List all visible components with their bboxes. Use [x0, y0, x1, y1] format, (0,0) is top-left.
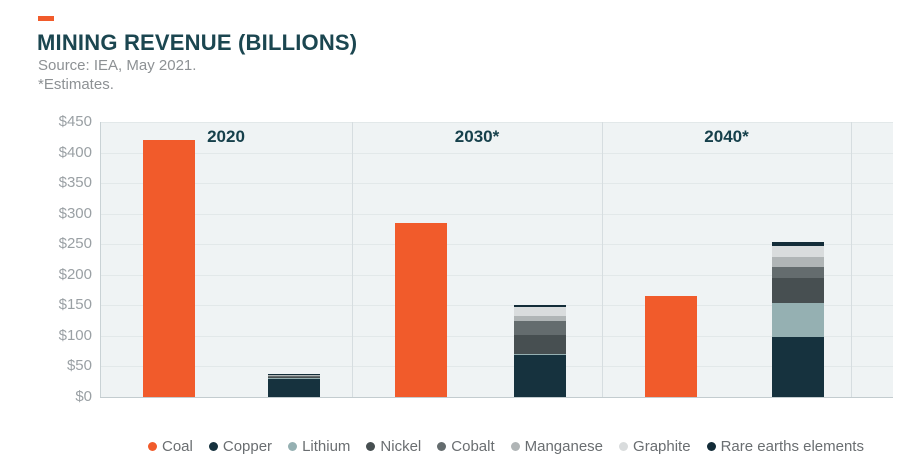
segment-cobalt-2030 [514, 321, 566, 336]
chart-source: Source: IEA, May 2021. [38, 57, 197, 74]
segment-lithium-2040 [772, 302, 824, 338]
legend-item-copper: Copper [208, 438, 273, 454]
legend-dot-nickel [366, 441, 376, 451]
gridline [100, 335, 893, 337]
segment-copper-2040 [772, 337, 824, 397]
y-axis-label: $450 [58, 113, 92, 130]
plot-area: 2020 2030* 2040* [100, 122, 893, 398]
legend-dot-manganese [510, 441, 520, 451]
legend-dot-lithium [288, 441, 298, 451]
legend-dot-graphite [619, 441, 629, 451]
segment-nickel-2030 [514, 335, 566, 354]
legend-item-rare_earths: Rare earths elements [706, 438, 864, 454]
legend-label-rare_earths: Rare earths elements [720, 438, 864, 454]
year-label-2020: 2020 [207, 127, 245, 146]
legend-dot-copper [208, 441, 218, 451]
legend-label-lithium: Lithium [302, 438, 351, 454]
y-axis-label: $300 [58, 204, 92, 222]
legend-item-graphite: Graphite [619, 438, 691, 454]
gridline [100, 152, 893, 154]
gridline [100, 122, 893, 123]
gridline [100, 274, 893, 276]
legend-label-nickel: Nickel [380, 438, 422, 454]
segment-rare_earths-2040 [772, 242, 824, 247]
segment-rare_earths-2030 [514, 304, 566, 307]
bar-coal-2020 [143, 140, 195, 397]
segment-manganese-2020 [268, 375, 320, 376]
gridline [100, 397, 893, 398]
y-axis-label: $150 [58, 296, 92, 314]
segment-copper-2020 [268, 378, 320, 397]
legend-item-manganese: Manganese [510, 438, 604, 454]
bar-coal-2030 [395, 222, 447, 397]
accent-dash [38, 16, 54, 21]
panel-divider [352, 122, 353, 397]
legend-item-coal: Coal [148, 438, 193, 454]
legend-label-cobalt: Cobalt [451, 438, 495, 454]
y-axis-label: $0 [75, 388, 92, 405]
panel-divider [851, 122, 852, 397]
legend-label-manganese: Manganese [524, 438, 604, 454]
bar-coal-2040 [645, 296, 697, 397]
legend: Coal Copper Lithium Nickel Cobalt Manganese Gr… [148, 438, 905, 454]
y-axis-label: $50 [66, 357, 92, 375]
segment-nickel-2020 [268, 376, 320, 379]
y-axis-label: $400 [58, 143, 92, 161]
panel-divider [602, 122, 603, 397]
segment-nickel-2040 [772, 278, 824, 303]
segment-manganese-2030 [514, 315, 566, 322]
chart-footnote: *Estimates. [38, 76, 114, 93]
segment-lithium-2030 [514, 353, 566, 355]
gridline [100, 244, 893, 246]
legend-label-graphite: Graphite [633, 438, 691, 454]
year-label-2040: 2040* [704, 127, 749, 146]
legend-item-cobalt: Cobalt [437, 438, 495, 454]
legend-label-coal: Coal [162, 438, 193, 454]
gridline [100, 366, 893, 368]
y-axis-label: $100 [58, 326, 92, 344]
gridline [100, 305, 893, 307]
segment-copper-2030 [514, 354, 566, 397]
gridline [100, 213, 893, 215]
year-label-2030: 2030* [454, 127, 500, 146]
segment-cobalt-2020 [268, 375, 320, 377]
panel-divider [100, 122, 101, 397]
legend-item-nickel: Nickel [366, 438, 421, 454]
legend-dot-cobalt [437, 441, 447, 451]
segment-graphite-2030 [514, 306, 566, 316]
legend-label-copper: Copper [222, 438, 273, 454]
legend-item-lithium: Lithium [288, 438, 350, 454]
y-axis-label: $350 [58, 174, 92, 192]
segment-cobalt-2040 [772, 266, 824, 279]
legend-dot-rare_earths [706, 441, 716, 451]
segment-rare_earths-2020 [268, 373, 320, 375]
segment-manganese-2040 [772, 257, 824, 267]
segment-lithium-2020 [268, 378, 320, 379]
segment-graphite-2040 [772, 246, 824, 258]
chart-title: MINING REVENUE (BILLIONS) [37, 30, 358, 55]
gridline [100, 183, 893, 185]
y-axis-label: $250 [58, 235, 92, 253]
segment-graphite-2020 [268, 374, 320, 375]
legend-dot-coal [148, 441, 157, 451]
y-axis-label: $200 [58, 265, 92, 283]
